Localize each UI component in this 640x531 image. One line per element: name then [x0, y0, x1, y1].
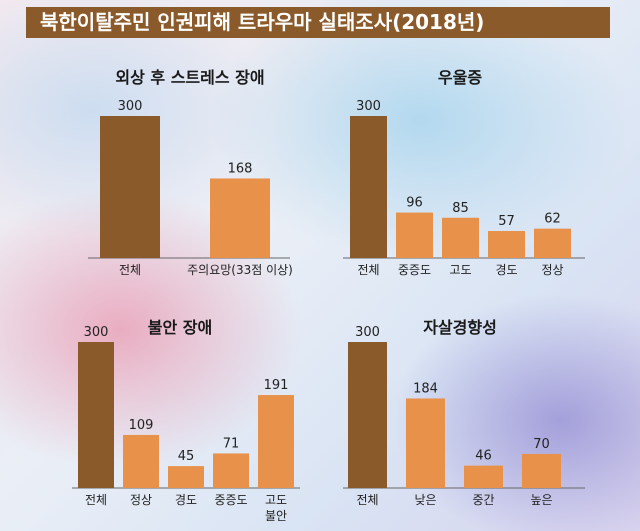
chart-title-ptsd: 외상 후 스트레스 장애 — [115, 68, 265, 87]
bar — [210, 178, 270, 258]
bar-value-label: 300 — [355, 325, 380, 340]
bar-value-label: 168 — [228, 161, 253, 176]
category-label: 고도 — [449, 263, 471, 277]
category-label: 정상 — [541, 263, 563, 277]
category-label: 낮은 — [414, 493, 436, 507]
bar — [78, 342, 114, 488]
bar-value-label: 300 — [118, 99, 143, 114]
bar-value-label: 109 — [129, 418, 154, 433]
bar-value-label: 45 — [178, 449, 195, 464]
bar-value-label: 46 — [475, 449, 492, 464]
category-label: 정상 — [130, 493, 152, 507]
category-label: 고도 — [265, 493, 287, 507]
bar-value-label: 184 — [413, 381, 438, 396]
chart-title-anxiety: 불안 장애 — [147, 318, 213, 337]
bar — [348, 342, 387, 488]
category-label: 전체 — [357, 263, 379, 277]
category-label: 전체 — [85, 493, 107, 507]
category-label: 중증도 — [214, 493, 247, 507]
category-label: 경도 — [495, 263, 517, 277]
bar-value-label: 62 — [544, 212, 561, 227]
category-label: 중간 — [472, 493, 494, 507]
bar — [123, 434, 159, 488]
chart-title-suicide: 자살경향성 — [423, 318, 497, 337]
category-label: 중증도 — [398, 263, 431, 277]
bar-value-label: 85 — [452, 201, 469, 216]
bar-value-label: 70 — [533, 437, 550, 452]
bar-value-label: 300 — [84, 325, 109, 340]
bar — [168, 466, 204, 488]
bar — [350, 116, 387, 258]
page-title: 북한이탈주민 인권피해 트라우마 실태조사(2018년) — [26, 7, 610, 38]
bar — [534, 228, 571, 258]
bar — [100, 116, 160, 258]
chart-title-depression: 우울증 — [437, 68, 483, 87]
bar — [258, 395, 294, 488]
bar-value-label: 96 — [406, 196, 423, 211]
bar — [488, 231, 525, 258]
bar — [396, 212, 433, 258]
category-label: 경도 — [175, 493, 197, 507]
category-label: 전체 — [356, 493, 378, 507]
bar — [406, 398, 445, 488]
category-label: 전체 — [119, 263, 141, 277]
bar-value-label: 71 — [223, 436, 240, 451]
category-label: 불안 — [265, 509, 287, 523]
category-label: 높은 — [530, 493, 552, 507]
category-label: 주의요망(33점 이상) — [187, 263, 293, 277]
bar — [213, 453, 249, 488]
bar — [522, 453, 561, 488]
bar-value-label: 300 — [356, 99, 381, 114]
bar — [464, 465, 503, 488]
bar-value-label: 57 — [498, 214, 515, 229]
bar — [442, 217, 479, 258]
bar-value-label: 191 — [264, 378, 289, 393]
